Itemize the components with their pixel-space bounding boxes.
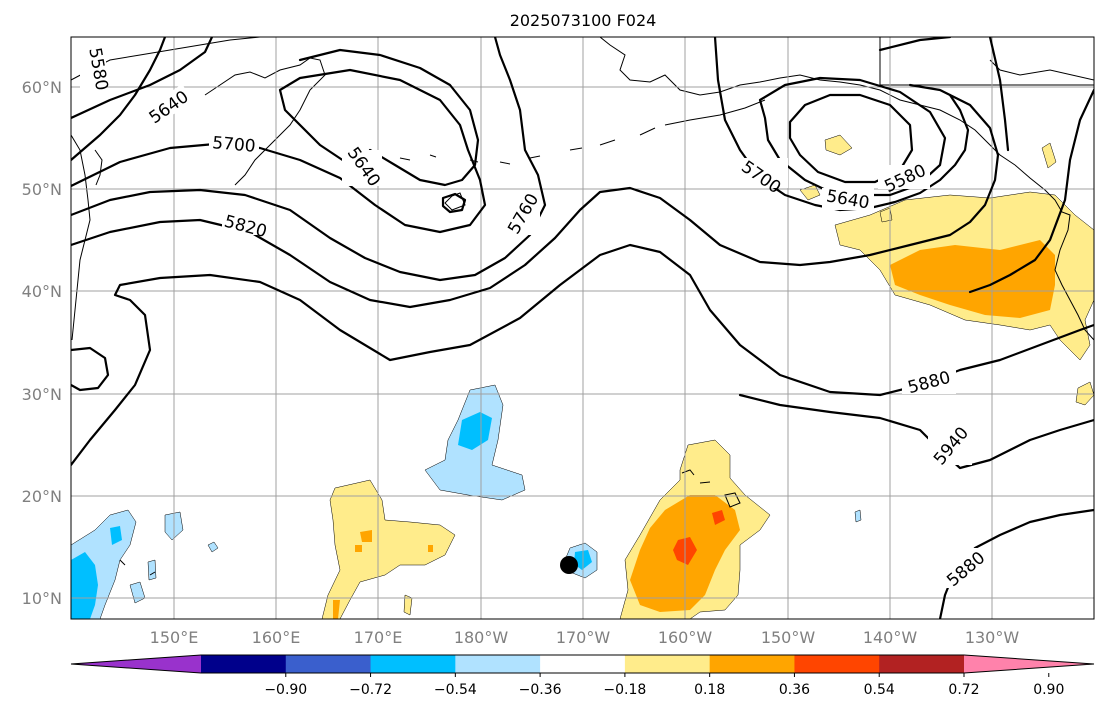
colorbar-tick-label: −0.90: [264, 682, 307, 698]
colorbar-segment: [370, 655, 456, 673]
colorbar-outline: [70, 654, 1095, 674]
colorbar-tick-label: 0.54: [864, 682, 895, 698]
longitude-labels: 150°E 160°E 170°E 180°W 170°W 160°W 150°…: [150, 628, 1020, 647]
colorbar-segment: [540, 655, 626, 673]
colorbar-tick-label: −0.54: [434, 682, 477, 698]
lon-label-150e: 150°E: [150, 628, 199, 647]
colorbar-segment: [285, 655, 372, 673]
lon-label-130w: 130°W: [965, 628, 1020, 647]
lat-label-40n: 40°N: [22, 282, 62, 301]
colorbar: −0.90 −0.72 −0.54 −0.36 −0.18 0.18 0.36 0.54 0.7…: [70, 654, 1095, 698]
lat-label-60n: 60°N: [22, 78, 62, 97]
colorbar-segment: [709, 655, 795, 673]
lon-label-170w: 170°W: [556, 628, 611, 647]
lat-label-50n: 50°N: [22, 180, 62, 199]
location-marker: [560, 556, 578, 574]
lat-label-30n: 30°N: [22, 385, 62, 404]
map-title: 2025073100 F024: [510, 11, 657, 30]
colorbar-segment: [455, 655, 541, 673]
lon-label-170e: 170°E: [354, 628, 403, 647]
lon-label-160e: 160°E: [252, 628, 301, 647]
lon-label-140w: 140°W: [863, 628, 918, 647]
colorbar-tick-label: 0.72: [948, 682, 979, 698]
contour-label-5700-nw: 5700: [211, 133, 256, 157]
lat-label-10n: 10°N: [22, 589, 62, 608]
colorbar-segment: [879, 655, 965, 673]
colorbar-extend-low: [71, 655, 201, 673]
colorbar-extend-high: [964, 655, 1094, 673]
plot-border: [70, 36, 1095, 620]
colorbar-tick-label: −0.36: [519, 682, 562, 698]
colorbar-tick-label: −0.72: [349, 682, 392, 698]
colorbar-segment: [794, 655, 880, 673]
colorbar-tick-label: 0.36: [779, 682, 810, 698]
lon-label-150w: 150°W: [761, 628, 816, 647]
lon-label-160w: 160°W: [658, 628, 713, 647]
colorbar-tick-label: 0.90: [1033, 682, 1064, 698]
lon-label-180w: 180°W: [454, 628, 509, 647]
colorbar-tick-label: −0.18: [603, 682, 646, 698]
lat-label-20n: 20°N: [22, 487, 62, 506]
colorbar-tick-label: 0.18: [694, 682, 725, 698]
latitude-labels: 60°N 50°N 40°N 30°N 20°N 10°N: [22, 78, 62, 608]
colorbar-segment: [624, 655, 711, 673]
colorbar-segment: [201, 655, 287, 673]
coastlines: [71, 37, 1094, 576]
